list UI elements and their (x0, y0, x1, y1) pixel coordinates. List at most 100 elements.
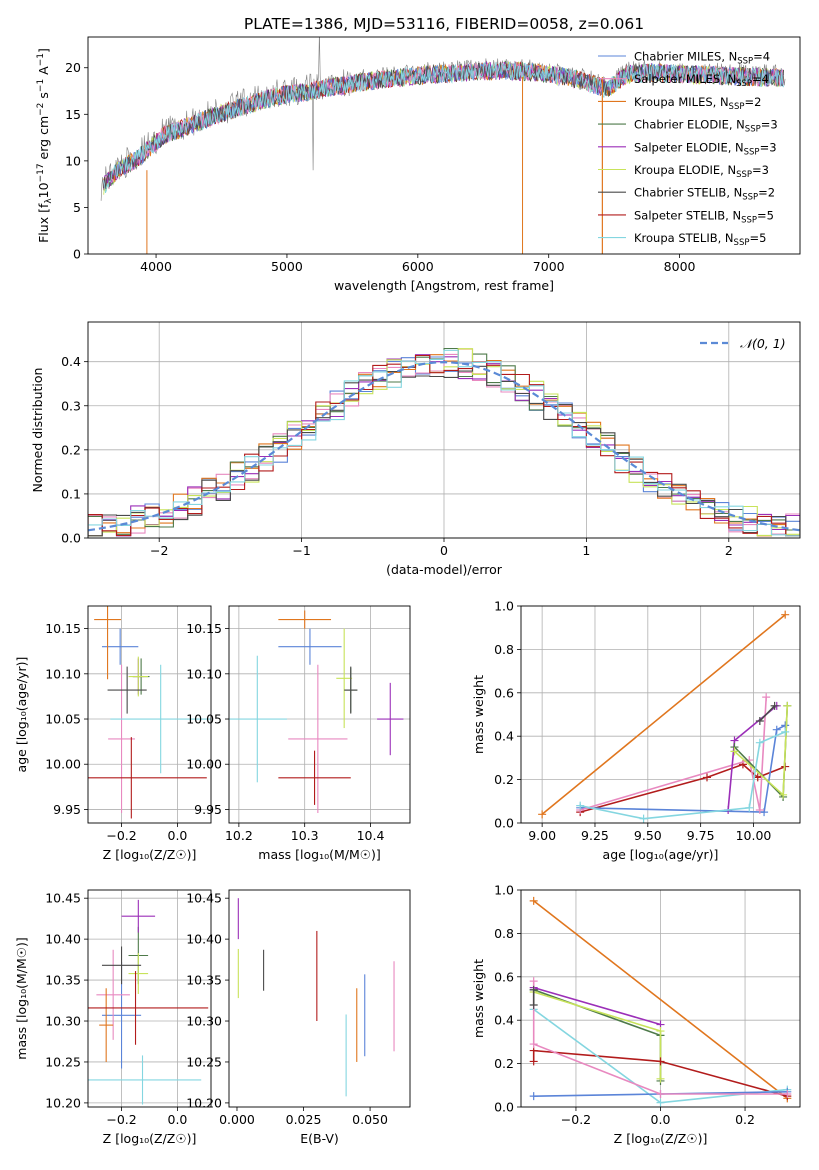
legend-subscript: SSP (736, 79, 752, 89)
legend-subscript: SSP (729, 102, 745, 112)
legend-count: =4 (753, 50, 770, 64)
y-tick-label: 0.4 (61, 354, 81, 369)
residuals-panel: −2 −1 0 1 2 0.0 0.1 0.2 0.3 0.4 (data-model)/error… (30, 321, 801, 577)
axes-frame (228, 605, 411, 824)
legend-subscript: SSP (744, 147, 760, 157)
y-tick-label: 0.4 (494, 729, 514, 744)
y-label-part: 10 (36, 182, 51, 198)
x-tick-label: 10.4 (357, 828, 385, 843)
y-tick-label: 5 (73, 200, 81, 215)
legend-entry: Salpeter MILES, NSSP=4 (634, 72, 769, 89)
y-tick-label: 10.10 (186, 666, 222, 681)
x-tick-label: 9.25 (581, 828, 609, 843)
x-tick-label: 5000 (271, 259, 303, 274)
weight-marker-chabrier_stelib (529, 985, 538, 994)
weight-marker-kroupa_elodie (779, 790, 788, 799)
weight-marker-salpeter_miles (755, 805, 764, 814)
legend-entry: Kroupa MILES, NSSP=2 (634, 95, 761, 112)
weight-marker-kroupa_stelib (639, 814, 648, 823)
weight-line-kroupa_stelib (580, 731, 786, 820)
weight-marker-kroupa_elodie (730, 747, 739, 756)
x-axis-label: E(B-V) (300, 1131, 339, 1146)
axes-frame (228, 889, 411, 1108)
x-tick-label: 9.75 (687, 828, 715, 843)
weight-line-salpeter_elodie (727, 705, 778, 811)
y-label-part: erg cm (36, 116, 51, 164)
legend-entry: Kroupa STELIB, NSSP=5 (634, 231, 766, 248)
legend-subscript: SSP (742, 193, 758, 203)
weight-marker-salpeter_stelib (753, 773, 762, 782)
legend-entry: Chabrier MILES, NSSP=4 (634, 50, 770, 67)
y-tick-label: 0.8 (494, 642, 514, 657)
x-tick-label: −1 (292, 543, 310, 558)
weight-marker-kroupa_stelib (745, 803, 754, 812)
x-tick-label: 0.000 (219, 1112, 255, 1127)
y-axis-label: mass weight (471, 675, 486, 754)
weight-marker-kroupa_stelib (781, 727, 790, 736)
weight-line-chabrier_miles (580, 724, 786, 813)
weight-marker-salpeter_miles (656, 1089, 665, 1098)
x-tick-label: 0.025 (286, 1112, 322, 1127)
y-tick-label: 1.0 (494, 599, 514, 614)
axes-frame (87, 605, 212, 824)
normal-distribution-line (87, 360, 801, 532)
y-axis-label: mass [log₁₀(M/M☉)] (14, 937, 29, 1059)
x-tick-label: 4000 (140, 259, 172, 274)
y-tick-label: 10.15 (45, 621, 81, 636)
y-tick-label: 10.00 (186, 757, 222, 772)
y-tick-label: 10.25 (45, 1054, 81, 1069)
legend-label: Salpeter STELIB, N (634, 208, 741, 222)
legend-label: Salpeter MILES, N (634, 72, 736, 86)
weight-marker-kroupa_stelib (656, 1098, 665, 1107)
y-tick-label: 10.05 (45, 712, 81, 727)
weight-marker-kroupa_elodie (783, 701, 792, 710)
y-axis-label: mass weight (471, 959, 486, 1038)
weight-marker-salpeter_miles (529, 1040, 538, 1049)
weight-marker-salpeter_stelib (529, 1057, 538, 1066)
y-tick-label: 10.35 (186, 973, 222, 988)
y-axis-label: age [log₁₀(age/yr)] (14, 657, 29, 773)
model-spectrum-kroupa_stelib (103, 61, 784, 194)
weight-marker-kroupa_stelib (576, 801, 585, 810)
x-tick-label: 2 (725, 543, 733, 558)
weight-marker-kroupa_miles (529, 896, 538, 905)
legend-count: =3 (760, 140, 777, 154)
legend-label: Salpeter ELODIE, N (634, 140, 744, 154)
y-tick-label: 10.40 (45, 932, 81, 947)
x-tick-label: −2 (150, 543, 168, 558)
model-spectrum-salpeter_miles (103, 60, 784, 190)
legend-subscript: SSP (741, 215, 757, 225)
x-axis-label: (data-model)/error (386, 562, 503, 577)
x-tick-label: 9.50 (634, 828, 662, 843)
weight-line-kroupa_elodie (533, 991, 662, 1079)
y-tick-label: 0.0 (61, 531, 81, 546)
weight-marker-chabrier_miles (529, 1092, 538, 1101)
weight-line-chabrier_stelib (759, 705, 776, 722)
weight-marker-chabrier_miles (760, 808, 769, 817)
mass_weight_vs_age-panel: 9.00 9.25 9.50 9.75 10.00 0.0 0.2 0.4 0.6 0.8 1.0 a… (471, 599, 801, 862)
x-tick-label: 9.00 (528, 828, 556, 843)
y-tick-label: 0.4 (494, 1013, 514, 1028)
legend-count: =4 (752, 72, 769, 86)
y-tick-label: 10.05 (186, 712, 222, 727)
x-tick-label: 0.050 (352, 1112, 388, 1127)
weight-line-salpeter_miles (579, 697, 767, 811)
weight-marker-kroupa_miles (781, 610, 790, 619)
legend-label: Kroupa ELODIE, N (634, 163, 736, 177)
axes-frame (87, 321, 801, 539)
x-axis-label: Z [log₁₀(Z/Z☉)] (614, 1131, 708, 1146)
axes-frame (87, 889, 212, 1108)
y-tick-label: 0.6 (494, 685, 514, 700)
x-tick-label: −0.2 (106, 1112, 136, 1127)
y-label-part: −1 (36, 79, 46, 92)
legend-subscript: SSP (737, 57, 753, 67)
weight-marker-kroupa_elodie (656, 1027, 665, 1036)
legend-count: =2 (758, 186, 775, 200)
weight-marker-chabrier_miles (772, 725, 781, 734)
legend-count: =3 (761, 118, 778, 132)
y-tick-label: 10.45 (45, 891, 81, 906)
weight-line-chabrier_elodie (533, 989, 662, 1081)
x-tick-label: 0.0 (651, 1112, 671, 1127)
age_vs_mass-panel: 10.2 10.3 10.4 9.95 10.00 10.05 10.10 10.15 mass… (186, 605, 411, 862)
